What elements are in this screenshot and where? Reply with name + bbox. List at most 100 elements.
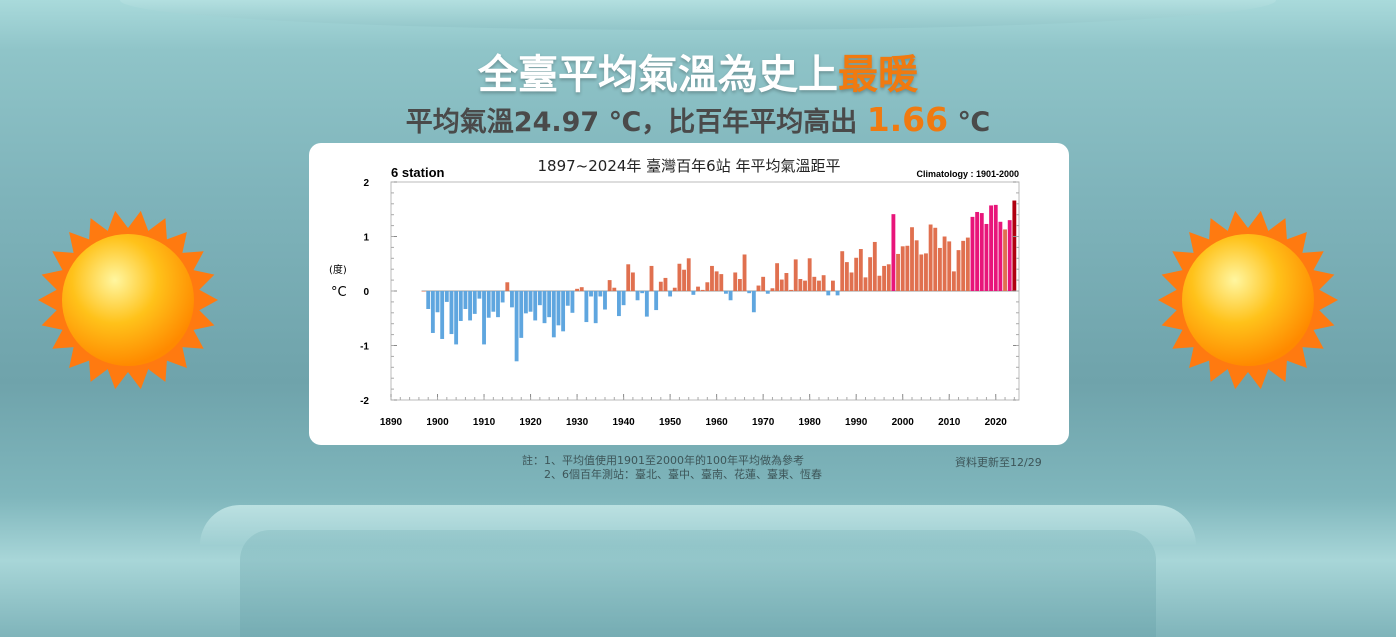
bar-1966 (742, 254, 747, 291)
bar-1954 (686, 258, 691, 291)
bar-1990 (854, 257, 859, 291)
page-title: 全臺平均氣溫為史上最暖 (0, 42, 1396, 100)
bar-1964 (733, 272, 738, 291)
bar-2009 (942, 236, 947, 291)
bar-1926 (556, 291, 561, 326)
bar-1900 (435, 291, 440, 313)
bar-1968 (751, 291, 756, 313)
bar-1935 (598, 291, 603, 297)
x-tick-label: 1910 (473, 417, 496, 428)
bar-1969 (756, 285, 761, 291)
bar-1981 (812, 276, 817, 291)
bar-1977 (793, 259, 798, 291)
bar-1984 (826, 291, 831, 296)
anomaly-value: 1.66 (866, 100, 949, 139)
y-unit-label: (度) (329, 263, 347, 276)
bar-1957 (700, 289, 705, 291)
bar-2022 (1003, 229, 1007, 291)
bar-1992 (863, 277, 868, 291)
bar-1907 (468, 291, 473, 321)
bar-1947 (654, 291, 659, 311)
bar-1952 (677, 263, 682, 291)
bar-2020 (993, 204, 998, 291)
bar-1924 (547, 291, 552, 318)
bar-1938 (612, 287, 617, 291)
bar-1951 (672, 287, 677, 291)
bar-1961 (719, 274, 724, 291)
bar-1942 (630, 272, 635, 291)
bar-2010 (947, 241, 952, 291)
x-tick-label: 1900 (426, 417, 449, 428)
bar-1975 (784, 273, 789, 291)
x-tick-label: 1950 (659, 417, 682, 428)
bar-2006 (928, 224, 933, 291)
y-tick-label: 1 (363, 233, 369, 244)
bar-1916 (510, 291, 514, 308)
bar-1959 (710, 265, 714, 291)
decor-stage (240, 530, 1156, 637)
bar-1939 (617, 291, 621, 317)
bar-1993 (868, 257, 873, 291)
footnotes: 註：1、平均值使用1901至2000年的100年平均做為參考 2、6個百年測站：… (522, 454, 822, 482)
bar-1905 (458, 291, 463, 321)
x-tick-label: 1990 (845, 417, 868, 428)
bar-1917 (514, 291, 519, 362)
x-tick-label: 1890 (380, 417, 403, 428)
bar-2011 (951, 271, 956, 291)
title-text: 全臺平均氣溫為史上 (478, 52, 838, 98)
bar-1960 (714, 271, 719, 291)
bar-2019 (989, 205, 994, 291)
bar-1919 (523, 291, 528, 314)
bar-2007 (933, 227, 938, 291)
bar-1974 (779, 279, 784, 291)
bar-1997 (886, 264, 891, 291)
bar-1921 (533, 291, 538, 321)
bar-1955 (691, 291, 696, 295)
x-tick-label: 2000 (892, 417, 915, 428)
bar-1930 (575, 288, 579, 291)
bar-1988 (844, 262, 849, 291)
sun-icon (38, 210, 218, 390)
bar-1929 (570, 291, 575, 313)
bar-1934 (593, 291, 598, 324)
footnote-2: 2、6個百年測站：臺北、臺中、臺南、花蓮、臺東、恆春 (544, 468, 822, 481)
bar-1965 (737, 279, 742, 291)
bar-1994 (872, 241, 877, 291)
bar-1972 (770, 288, 775, 291)
bar-1908 (472, 291, 477, 314)
footnote-1: 註：1、平均值使用1901至2000年的100年平均做為參考 (522, 454, 804, 467)
update-date: 資料更新至12/29 (955, 456, 1042, 469)
bar-2012 (956, 250, 961, 291)
bar-1998 (891, 214, 896, 291)
bar-2018 (984, 223, 989, 291)
bar-1985 (831, 280, 835, 291)
bar-1948 (658, 281, 663, 291)
x-tick-label: 1960 (706, 417, 729, 428)
decor-band-top (120, 0, 1276, 30)
bar-1940 (621, 291, 626, 306)
bar-1932 (584, 291, 589, 323)
bar-1971 (765, 291, 770, 294)
temperature-anomaly-chart: 6 station 1897~2024年 臺灣百年6站 年平均氣溫距平 Clim… (329, 157, 1020, 428)
bar-1979 (803, 280, 807, 291)
subtitle-unit: ℃ (948, 107, 991, 138)
x-tick-label: 1940 (612, 417, 635, 428)
bar-1967 (747, 291, 752, 294)
bar-1962 (724, 291, 728, 294)
bar-1982 (817, 280, 821, 291)
y-tick-label: 0 (363, 287, 369, 298)
bar-1912 (491, 291, 496, 312)
bar-1913 (496, 291, 500, 318)
bar-2013 (961, 240, 966, 291)
bar-1914 (500, 291, 505, 303)
x-tick-label: 2010 (938, 417, 961, 428)
bar-2008 (937, 247, 942, 291)
bar-1922 (537, 291, 542, 306)
bar-1953 (682, 269, 686, 291)
y-axis-label: °C (331, 285, 347, 300)
bar-2014 (965, 237, 970, 291)
bar-1995 (877, 275, 882, 291)
bar-1989 (849, 272, 854, 291)
bar-1976 (789, 289, 793, 291)
bar-1980 (807, 258, 812, 291)
